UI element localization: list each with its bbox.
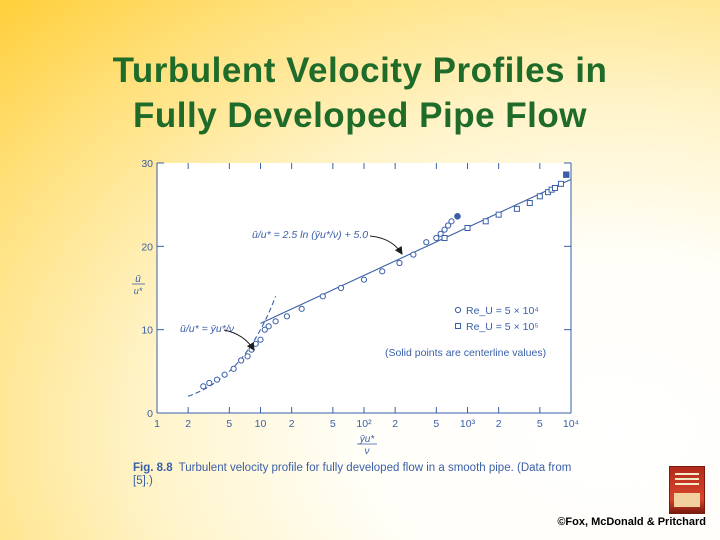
legend-circle-marker (454, 306, 462, 314)
x-tick-label: 5 (330, 418, 336, 430)
data-point-square (495, 211, 502, 218)
x-tick-label: 10 (255, 418, 267, 430)
log-law-pointer-arrow (369, 235, 403, 255)
data-point-circle (283, 313, 291, 320)
data-point-circle (298, 305, 305, 312)
x-tick-label: 2 (289, 418, 295, 430)
centerline-note: (Solid points are centerline values) (385, 347, 546, 359)
data-point-circle (244, 353, 251, 360)
y-tick-label: 10 (141, 325, 153, 337)
figure-caption-label: Fig. 8.8 (133, 462, 173, 474)
data-point-circle (319, 293, 326, 300)
data-point-square (482, 218, 489, 225)
x-axis-label-numerator: ȳu* (359, 434, 376, 445)
data-point-circle (423, 239, 430, 246)
centerline-point-square (563, 171, 570, 178)
data-point-circle (206, 379, 213, 387)
y-tick-label: 0 (147, 408, 153, 420)
data-point-circle (433, 234, 440, 242)
plot-background (157, 163, 571, 413)
data-point-circle (360, 276, 368, 283)
data-point-circle (441, 226, 448, 233)
y-tick-label: 20 (141, 241, 153, 253)
linear-law-equation: ū/u* = ȳu*/ν (180, 323, 235, 335)
x-tick-label: 1 (154, 418, 160, 430)
data-point-square (513, 205, 520, 212)
x-tick-label: 10³ (460, 418, 476, 430)
data-point-circle (200, 383, 207, 390)
slide-title: Turbulent Velocity Profiles in Fully Dev… (0, 48, 720, 138)
log-law-curve (260, 178, 572, 324)
data-point-circle (257, 336, 264, 343)
y-axis-label-numerator: ū (135, 274, 141, 285)
x-tick-label: 5 (433, 418, 439, 430)
data-point-circle (230, 365, 237, 372)
data-point-circle (337, 284, 345, 292)
data-point-circle (396, 259, 403, 267)
x-tick-label: 2 (496, 418, 502, 430)
data-point-circle (252, 340, 259, 347)
y-tick-label: 30 (141, 158, 153, 170)
data-point-square (551, 185, 558, 191)
data-point-circle (379, 268, 386, 275)
x-tick-label: 10⁴ (563, 418, 579, 430)
centerline-point-circle (454, 213, 461, 220)
data-point-circle (445, 222, 452, 229)
figure-caption-text: Turbulent velocity profile for fully dev… (133, 462, 572, 487)
data-point-circle (221, 371, 228, 378)
data-point-square (536, 193, 543, 200)
log-law-equation: ū/u* = 2.5 ln (ȳu*/ν) + 5.0 (252, 229, 368, 241)
slide-title-line-2: Fully Developed Pipe Flow (133, 96, 587, 135)
x-tick-label: 2 (185, 418, 191, 430)
data-point-square (557, 180, 564, 187)
data-point-square (526, 200, 533, 206)
data-point-circle (272, 318, 279, 325)
legend-square-marker (455, 323, 461, 329)
y-axis-label-denominator: u* (134, 286, 143, 296)
slide-title-line-1: Turbulent Velocity Profiles in (112, 51, 608, 90)
x-axis-label-denominator: ν (365, 446, 370, 457)
legend-label-series-2: Re_U = 5 × 10⁵ (466, 321, 539, 333)
data-point-circle (213, 376, 221, 383)
data-point-circle (261, 326, 268, 333)
x-tick-label: 2 (392, 418, 398, 430)
x-tick-label: 5 (226, 418, 232, 430)
x-tick-label: 5 (537, 418, 543, 430)
data-point-circle (410, 251, 417, 258)
x-tick-label: 10² (356, 418, 372, 430)
copyright-notice: ©Fox, McDonald & Pritchard (557, 516, 706, 528)
textbook-cover-image (669, 466, 705, 514)
data-point-circle (448, 218, 455, 225)
legend-label-series-1: Re_U = 5 × 10⁴ (466, 305, 539, 317)
data-point-circle (238, 357, 245, 364)
linear-law-pointer-arrow (223, 329, 255, 351)
figure-caption: Fig. 8.8 Turbulent velocity profile for f… (133, 462, 573, 488)
data-point-square (464, 225, 471, 231)
data-point-circle (265, 323, 272, 330)
data-point-square (441, 235, 448, 241)
